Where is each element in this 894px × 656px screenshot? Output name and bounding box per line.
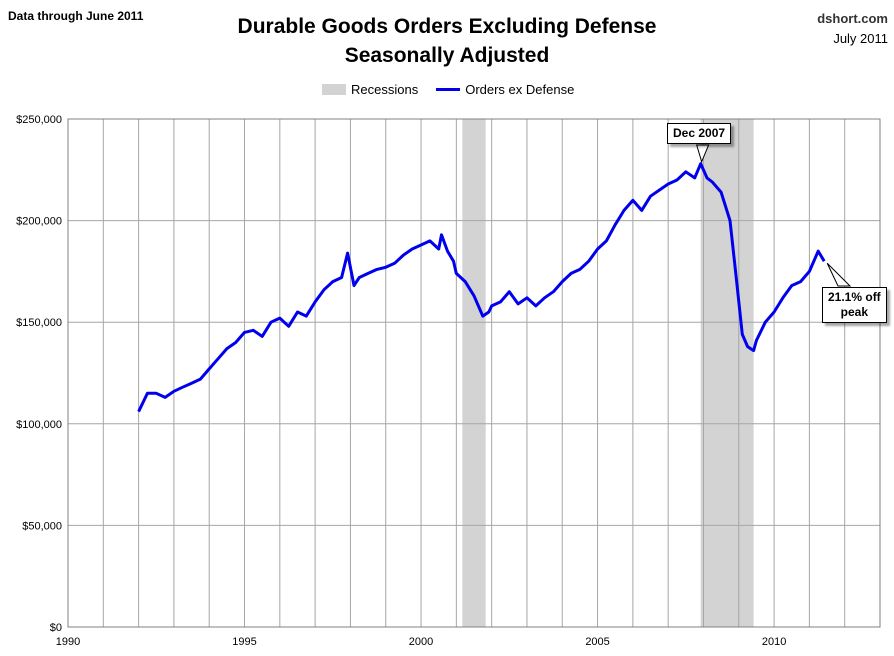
chart-title-line1: Durable Goods Orders Excluding Defense [237,15,657,38]
legend-item-recessions: Recessions [322,82,418,97]
source-block: dshort.com July 2011 [817,9,888,49]
y-tick-label: $0 [50,622,62,634]
x-tick-label: 2010 [762,636,786,648]
data-through-note: Data through June 2011 [8,9,144,23]
y-tick-label: $50,000 [22,520,62,532]
x-tick-label: 1990 [56,636,80,648]
series-line-orders-ex-defense [137,162,826,413]
y-tick-label: $250,000 [16,114,62,126]
recession-swatch [322,84,346,95]
peak-callout-label: Dec 2007 [673,126,726,140]
x-tick-label: 2005 [585,636,609,648]
y-tick-label: $150,000 [16,317,62,329]
off-peak-callout: 21.1% off peak [822,287,887,323]
recession-band [700,119,754,627]
peak-callout-tail [695,144,710,164]
series-swatch [436,88,461,91]
recession-band [462,119,486,627]
x-tick-label: 1995 [232,636,256,648]
off-peak-line1: 21.1% off [828,290,881,304]
plot-frame [67,118,881,628]
chart-title-line2: Seasonally Adjusted [344,44,550,67]
legend-series-label: Orders ex Defense [465,82,575,97]
source-date: July 2011 [833,31,888,46]
chart-legend: Recessions Orders ex Defense [322,82,586,97]
chart-title: Durable Goods Orders Excluding Defense S… [0,12,894,70]
legend-recessions-label: Recessions [351,82,419,97]
legend-item-series: Orders ex Defense [436,82,574,97]
y-tick-label: $100,000 [16,419,62,431]
off-peak-callout-tail [826,262,852,287]
peak-callout: Dec 2007 [667,123,732,144]
y-tick-label: $200,000 [16,216,62,228]
x-tick-label: 2000 [409,636,433,648]
off-peak-line2: peak [840,305,869,319]
source-site: dshort.com [817,11,888,26]
